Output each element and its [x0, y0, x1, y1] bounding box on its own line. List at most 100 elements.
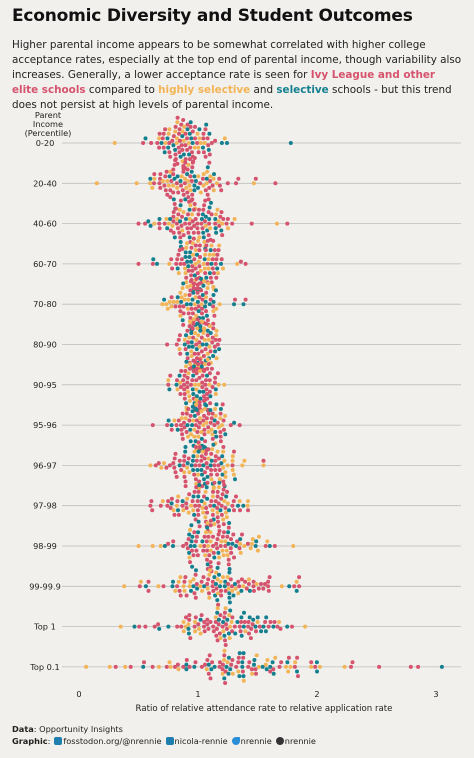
data-point	[200, 385, 205, 390]
data-point	[186, 407, 191, 411]
data-point	[182, 392, 187, 396]
chart-title: Economic Diversity and Student Outcomes	[12, 6, 413, 26]
data-point	[196, 622, 201, 627]
data-point	[178, 198, 183, 203]
data-point	[216, 602, 221, 607]
data-point	[204, 309, 208, 314]
data-point	[189, 503, 194, 508]
data-point	[186, 297, 191, 302]
data-point	[317, 664, 322, 669]
data-point	[182, 579, 187, 584]
data-point	[224, 548, 229, 553]
data-point	[180, 318, 185, 323]
data-point	[220, 423, 224, 428]
data-point	[156, 461, 161, 466]
data-point	[342, 664, 347, 669]
data-point	[247, 588, 252, 593]
data-point	[273, 655, 278, 660]
data-point	[200, 449, 205, 454]
data-point	[149, 499, 154, 504]
data-point	[217, 480, 222, 485]
data-point	[202, 445, 207, 449]
data-point	[231, 499, 236, 504]
data-point	[213, 261, 218, 266]
data-point	[220, 667, 225, 672]
data-point	[181, 169, 186, 174]
data-point	[208, 560, 213, 565]
data-point	[188, 544, 193, 548]
data-point	[136, 261, 141, 266]
bluesky-link[interactable]: nrennie	[240, 736, 272, 746]
data-point	[180, 286, 185, 291]
data-point	[175, 427, 180, 432]
data-point	[171, 214, 176, 219]
mastodon-link[interactable]: fosstodon.org/@nrennie	[63, 736, 162, 746]
data-point	[246, 582, 251, 586]
data-point	[222, 530, 226, 535]
linkedin-link[interactable]: nicola-rennie	[174, 736, 228, 746]
data-point	[202, 337, 207, 342]
data-point	[180, 134, 185, 139]
data-point	[233, 582, 237, 586]
data-point	[186, 195, 191, 200]
data-point	[222, 136, 227, 141]
data-point	[205, 318, 210, 323]
data-point	[175, 217, 180, 221]
data-point	[184, 364, 188, 369]
data-point	[259, 629, 264, 634]
data-point	[150, 508, 155, 513]
data-point	[223, 669, 228, 674]
data-point	[148, 463, 153, 468]
data-point	[215, 371, 220, 376]
data-point	[214, 181, 219, 186]
data-point	[251, 579, 256, 584]
data-point	[211, 489, 215, 494]
x-tick-label: 3	[433, 689, 438, 699]
data-point	[182, 337, 187, 342]
data-point	[254, 539, 259, 544]
data-point	[169, 501, 174, 506]
data-point	[157, 626, 162, 631]
data-point	[206, 257, 211, 262]
data-point	[196, 309, 201, 314]
github-link[interactable]: nrennie	[284, 736, 316, 746]
data-point	[188, 382, 193, 387]
data-point	[160, 302, 165, 307]
data-point	[146, 579, 151, 584]
data-point	[377, 664, 382, 669]
data-point	[228, 667, 233, 672]
data-point	[186, 264, 191, 269]
data-point	[175, 295, 180, 300]
data-point	[183, 157, 188, 162]
data-point	[201, 389, 206, 394]
category-label: 99-99.9	[29, 581, 61, 591]
data-point	[190, 241, 195, 246]
data-point	[167, 127, 172, 132]
data-point	[208, 420, 213, 425]
data-point	[202, 413, 206, 418]
data-point	[195, 553, 200, 558]
data-point	[196, 411, 201, 416]
data-point	[195, 468, 200, 472]
data-point	[188, 439, 193, 444]
data-point	[184, 658, 189, 662]
data-point	[196, 304, 201, 309]
data-point	[167, 660, 172, 665]
data-point	[224, 221, 229, 226]
data-point	[190, 150, 194, 155]
data-point	[268, 620, 273, 624]
data-point	[173, 664, 177, 669]
data-point	[195, 326, 200, 331]
data-point	[192, 257, 197, 262]
data-point	[199, 364, 204, 369]
data-point	[217, 660, 222, 665]
data-point	[168, 373, 173, 378]
data-point	[408, 664, 413, 669]
data-point	[174, 382, 179, 387]
data-point	[182, 425, 187, 430]
data-point	[210, 447, 215, 452]
data-point	[213, 458, 218, 463]
data-point	[196, 434, 201, 439]
data-point	[171, 197, 176, 202]
data-point	[225, 489, 230, 494]
